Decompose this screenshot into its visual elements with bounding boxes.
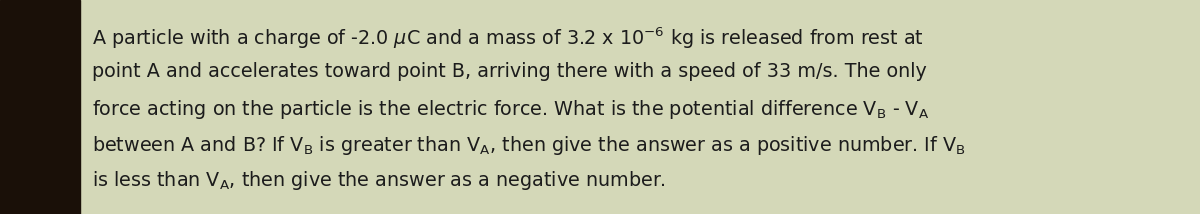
- Text: is less than V$_\mathrm{A}$, then give the answer as a negative number.: is less than V$_\mathrm{A}$, then give t…: [92, 169, 666, 192]
- Text: A particle with a charge of -2.0 $\mu$C and a mass of 3.2 x 10$^{-6}$ kg is rele: A particle with a charge of -2.0 $\mu$C …: [92, 26, 924, 51]
- Bar: [0, 0, 80, 214]
- Text: point A and accelerates toward point B, arriving there with a speed of 33 m/s. T: point A and accelerates toward point B, …: [92, 62, 928, 81]
- Text: force acting on the particle is the electric force. What is the potential differ: force acting on the particle is the elec…: [92, 98, 930, 120]
- Text: between A and B? If V$_\mathrm{B}$ is greater than V$_\mathrm{A}$, then give the: between A and B? If V$_\mathrm{B}$ is gr…: [92, 134, 966, 156]
